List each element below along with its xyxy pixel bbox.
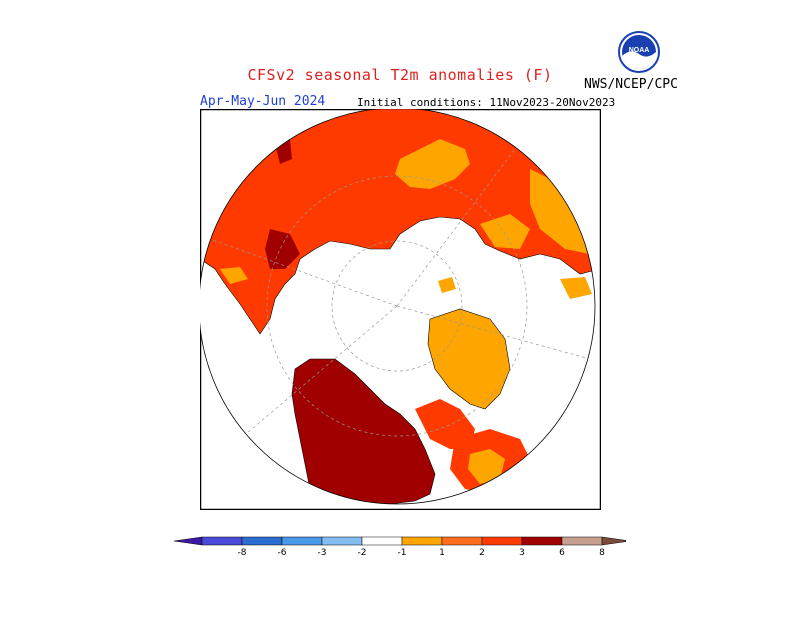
colorbar-tick-label: -3 [318, 548, 327, 558]
colorbar-tick-label: 2 [479, 548, 485, 558]
colorbar-tick-label: -6 [278, 548, 287, 558]
svalbard-orange-patch [438, 277, 456, 293]
labrador-orange-anomaly [468, 449, 505, 484]
agency-label: NWS/NCEP/CPC [584, 77, 678, 92]
colorbar-tick-label: -2 [358, 548, 367, 558]
europe-orange-patch [220, 267, 248, 284]
colorbar-segment [281, 536, 323, 546]
siberia-orange-anomaly [480, 214, 530, 249]
colorbar-tick-label: -1 [398, 548, 407, 558]
colorbar-tick-label: 8 [599, 548, 605, 558]
noaa-logo-icon: NOAA [618, 31, 660, 73]
colorbar-high-triangle [601, 536, 626, 546]
colorbar-low-triangle [174, 536, 203, 546]
initial-conditions-label: Initial conditions: 11Nov2023-20Nov2023 [357, 96, 616, 109]
season-label: Apr-May-Jun 2024 [200, 94, 326, 109]
colorbar-tick-label: 6 [559, 548, 565, 558]
colorbar-segment [401, 536, 443, 546]
noaa-logo-text: NOAA [629, 47, 650, 54]
colorbar-tick-label: -8 [238, 548, 247, 558]
colorbar-segment [481, 536, 523, 546]
anomaly-map [200, 109, 601, 510]
canada-east-anomaly [415, 399, 475, 449]
asia-orange-anomaly [395, 139, 470, 189]
colorbar-segment [361, 536, 403, 546]
colorbar-segment [321, 536, 363, 546]
colorbar-segment [201, 536, 243, 546]
eurasia-dark-red-patch [265, 229, 300, 269]
map-title: CFSv2 seasonal T2m anomalies (F) [247, 66, 553, 84]
colorbar-segment [561, 536, 603, 546]
colorbar-segment [441, 536, 483, 546]
east-asia-orange-anomaly [530, 169, 595, 254]
colorbar: -8 -6 -3 -2 -1 1 2 3 6 8 [174, 536, 626, 558]
scandinavia-orange-patch [560, 277, 592, 299]
greenland-anomaly-region [427, 308, 511, 410]
north-america-anomaly-region [291, 358, 436, 504]
colorbar-tick-label: 1 [439, 548, 445, 558]
colorbar-segment [521, 536, 563, 546]
colorbar-segment [241, 536, 283, 546]
graticule [209, 128, 591, 440]
globe-outline [200, 109, 596, 505]
colorbar-tick-label: 3 [519, 548, 525, 558]
